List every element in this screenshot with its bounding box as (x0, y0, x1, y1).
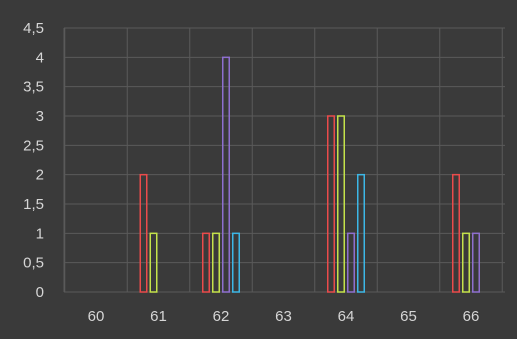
y-tick-label: 4 (36, 49, 44, 66)
y-tick-label: 2,5 (23, 137, 44, 154)
bar-62-series-3 (222, 56, 230, 293)
bar-61-series-2 (149, 232, 158, 293)
x-tick-label: 60 (88, 308, 105, 325)
bar-62-series-1 (202, 232, 210, 293)
bar-64-series-1 (327, 115, 335, 293)
x-tick-label: 66 (463, 308, 480, 325)
grid-layer (63, 27, 505, 293)
y-axis: 0 0,5 1 1,5 2 2,5 3 3,5 4 4,5 (23, 20, 44, 301)
bar-64-series-4 (357, 173, 365, 293)
x-tick-label: 61 (150, 308, 167, 325)
x-tick-label: 65 (400, 308, 417, 325)
x-tick-label: 63 (275, 308, 292, 325)
x-tick-label: 62 (213, 308, 230, 325)
y-tick-label: 3 (36, 108, 44, 125)
plot-area (64, 28, 505, 292)
bar-61-series-1 (139, 173, 148, 293)
bar-62-series-4 (232, 232, 240, 293)
y-tick-label: 4,5 (23, 20, 44, 37)
bar-66-series-2 (462, 232, 470, 293)
y-tick-label: 2 (36, 167, 44, 184)
bar-64-series-2 (337, 115, 345, 293)
y-tick-label: 0,5 (23, 255, 44, 272)
y-tick-label: 1 (36, 225, 44, 242)
bar-66-series-3 (472, 232, 480, 293)
bar-layer (139, 56, 480, 293)
bar-62-series-2 (212, 232, 220, 293)
y-tick-label: 3,5 (23, 79, 44, 96)
x-axis: 60 61 62 63 64 65 66 (88, 308, 480, 325)
bar-66-series-1 (452, 173, 460, 293)
y-tick-label: 0 (36, 284, 44, 301)
x-tick-label: 64 (338, 308, 355, 325)
bar-64-series-3 (347, 232, 355, 293)
y-tick-label: 1,5 (23, 196, 44, 213)
